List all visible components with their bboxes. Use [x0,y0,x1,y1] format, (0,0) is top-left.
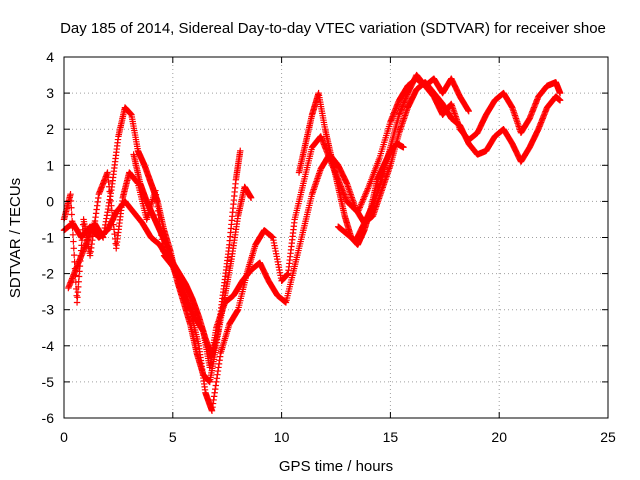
data-points [60,71,564,414]
x-axis-label: GPS time / hours [279,458,393,475]
data-point [68,211,75,218]
x-tick-label: 0 [60,429,68,445]
y-tick-label: -3 [42,302,55,318]
data-point [73,292,80,299]
y-tick-label: 2 [46,121,54,137]
data-point [465,107,472,115]
y-tick-label: 3 [46,85,54,101]
data-point [69,231,77,238]
y-tick-label: -5 [42,374,55,390]
data-point [70,245,77,252]
data-point [400,144,407,151]
x-tick-label: 5 [169,429,177,445]
y-tick-label: 0 [46,193,54,209]
x-tick-label: 10 [274,429,290,445]
axis-ticks: 0 5 10 15 20 25 -6 -5 -4 -3 -2 -1 0 1 2 3 4 [42,49,616,445]
x-tick-label: 15 [383,429,399,445]
y-tick-label: -6 [42,410,55,426]
chart-title: Day 185 of 2014, Sidereal Day-to-day VTE… [60,20,606,37]
y-tick-label: -4 [42,338,55,354]
data-point [556,89,564,97]
data-point [556,97,564,104]
y-tick-label: 4 [46,49,54,65]
y-tick-label: -2 [42,266,55,282]
y-tick-label: 1 [46,157,54,173]
data-point [68,204,75,211]
data-point [237,147,244,155]
data-point [67,190,74,198]
data-point [71,251,78,259]
grid [64,57,608,418]
data-point [247,194,255,201]
y-tick-label: -1 [42,230,55,246]
data-point [70,238,77,245]
y-axis-label: SDTVAR / TECUs [7,178,24,298]
x-tick-label: 20 [491,429,507,445]
x-tick-label: 25 [600,429,616,445]
